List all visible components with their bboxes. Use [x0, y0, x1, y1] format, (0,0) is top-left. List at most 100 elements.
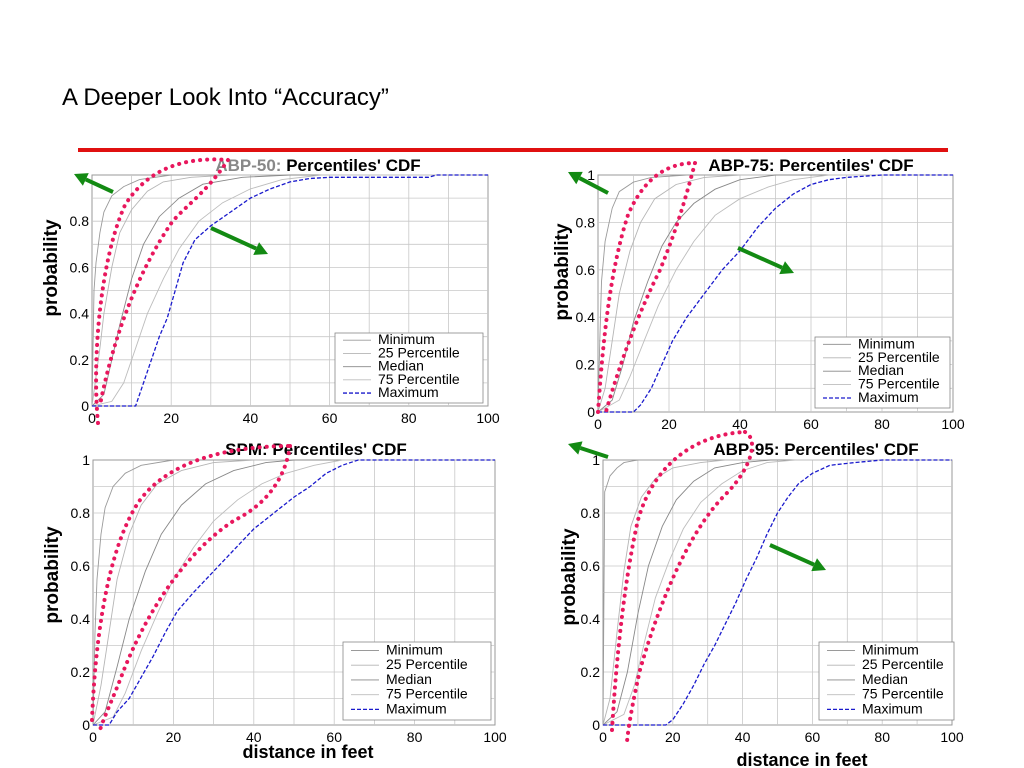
legend-entry: Median	[386, 671, 432, 687]
series-line-75-percentile	[597, 174, 953, 413]
y-tick-label: 0	[81, 398, 89, 414]
x-tick-label: 0	[594, 416, 602, 432]
x-tick-label: 40	[246, 729, 262, 745]
y-tick-label: 0.8	[71, 505, 91, 521]
series-line-minimum	[597, 174, 953, 413]
x-tick-label: 40	[735, 729, 751, 745]
arrow-head	[568, 171, 583, 185]
chart-4: 0 20 40 60 80 100 0 0.2 0.4 0.6 0.8 1 ABP-95: Percen…	[559, 440, 964, 768]
dotted-curve	[90, 444, 292, 722]
y-tick-label: 1	[592, 452, 600, 468]
x-tick-label: 80	[407, 729, 423, 745]
legend-entry: Maximum	[858, 389, 919, 405]
x-tick-label: 60	[322, 410, 338, 426]
y-tick-label: 1	[587, 167, 595, 183]
legend-box	[818, 641, 955, 721]
arrow-head	[253, 242, 268, 255]
x-tick-label: 80	[401, 410, 417, 426]
series-line-75-percentile	[91, 174, 488, 407]
x-tick-label: 0	[599, 729, 607, 745]
series-line-75-percentile	[92, 459, 495, 726]
legend-entry: 25 Percentile	[378, 344, 460, 360]
arrow-head	[74, 173, 89, 186]
y-tick-label: 0	[82, 717, 90, 733]
legend-entry: Median	[378, 358, 424, 374]
y-tick-label: 0.6	[576, 262, 596, 278]
x-tick-label: 100	[483, 729, 507, 745]
chart-title-text: SPM: Percentiles' CDF	[225, 440, 407, 459]
chart-1: 0 20 40 60 80 100 0 0.2 0.4 0.6 0.8 ABP-50: Percent…	[41, 156, 500, 426]
legend-entry: Minimum	[386, 642, 443, 658]
series-line-maximum	[92, 174, 488, 407]
series-line-maximum	[598, 174, 953, 413]
chart-title: ABP-50: Percentiles' CDF	[215, 156, 420, 175]
y-tick-label: 0	[592, 717, 600, 733]
dotted-curve	[596, 161, 697, 414]
legend-entry: Minimum	[378, 331, 435, 347]
x-tick-label: 80	[874, 729, 890, 745]
x-axis-label: distance in feet	[736, 750, 867, 768]
y-tick-label: 0.8	[70, 213, 90, 229]
x-tick-label: 0	[89, 729, 97, 745]
series-line-maximum	[603, 459, 952, 726]
y-tick-label: 0.4	[581, 611, 601, 627]
legend-entry: 25 Percentile	[862, 656, 944, 672]
chart-title-text: ABP-75: Percentiles' CDF	[708, 156, 913, 175]
y-tick-label: 0.8	[576, 214, 596, 230]
legend-entry: Minimum	[862, 642, 919, 658]
chart-title-text: Percentiles' CDF	[286, 156, 420, 175]
series-line-minimum	[602, 459, 952, 726]
series-line-minimum	[92, 459, 495, 726]
series-line-75-percentile	[602, 459, 952, 726]
series-line-25-percentile	[597, 174, 953, 413]
chart-2: 0 20 40 60 80 100 0 0.2 0.4 0.6 0.8 1 ABP-75: Percen…	[552, 156, 965, 432]
x-tick-label: 60	[805, 729, 821, 745]
dotted-curve	[610, 430, 747, 732]
chart-title: ABP-95: Percentiles' CDF	[713, 440, 918, 459]
chart-title: ABP-75: Percentiles' CDF	[708, 156, 913, 175]
series-line-25-percentile	[602, 459, 952, 726]
title-rule	[78, 148, 948, 152]
x-tick-label: 20	[163, 410, 179, 426]
arrow-shaft	[210, 226, 258, 251]
y-axis-label: probability	[42, 526, 63, 624]
arrow-shaft	[737, 246, 783, 270]
x-tick-label: 0	[88, 410, 96, 426]
dotted-curve	[603, 161, 697, 417]
series-line-median	[602, 459, 952, 726]
x-tick-label: 80	[874, 416, 890, 432]
series-line-median	[92, 459, 495, 726]
x-tick-label: 100	[941, 416, 965, 432]
annotations	[74, 157, 826, 744]
series-line-maximum	[93, 459, 495, 726]
chart-title-prefix: ABP-50:	[215, 156, 286, 175]
series-line-25-percentile	[92, 459, 495, 726]
y-tick-label: 0.6	[71, 558, 91, 574]
legend-entry: Minimum	[858, 335, 915, 351]
arrow-shaft	[84, 177, 114, 194]
legend-entry: 75 Percentile	[378, 371, 460, 387]
y-axis-label: probability	[41, 219, 62, 317]
x-tick-label: 20	[166, 729, 182, 745]
x-tick-label: 100	[940, 729, 964, 745]
x-tick-label: 40	[243, 410, 259, 426]
legend-entry: 75 Percentile	[862, 686, 944, 702]
y-tick-label: 0.8	[581, 505, 601, 521]
y-tick-label: 0.4	[576, 309, 596, 325]
y-tick-label: 0.4	[71, 611, 91, 627]
legend-box	[342, 641, 492, 721]
y-tick-label: 0.2	[581, 664, 601, 680]
y-tick-label: 0.2	[70, 352, 90, 368]
legend-box	[334, 332, 484, 404]
y-axis-label: probability	[552, 223, 573, 321]
legend-entry: Maximum	[378, 384, 439, 400]
legend-entry: 75 Percentile	[858, 376, 940, 392]
arrow-head	[811, 558, 826, 572]
series-line-median	[597, 174, 953, 413]
chart-title-text: ABP-95: Percentiles' CDF	[713, 440, 918, 459]
legend-entry: 25 Percentile	[386, 656, 468, 672]
chart-3: 0 20 40 60 80 100 0 0.2 0.4 0.6 0.8 1 SPM: Percentil…	[42, 440, 507, 762]
